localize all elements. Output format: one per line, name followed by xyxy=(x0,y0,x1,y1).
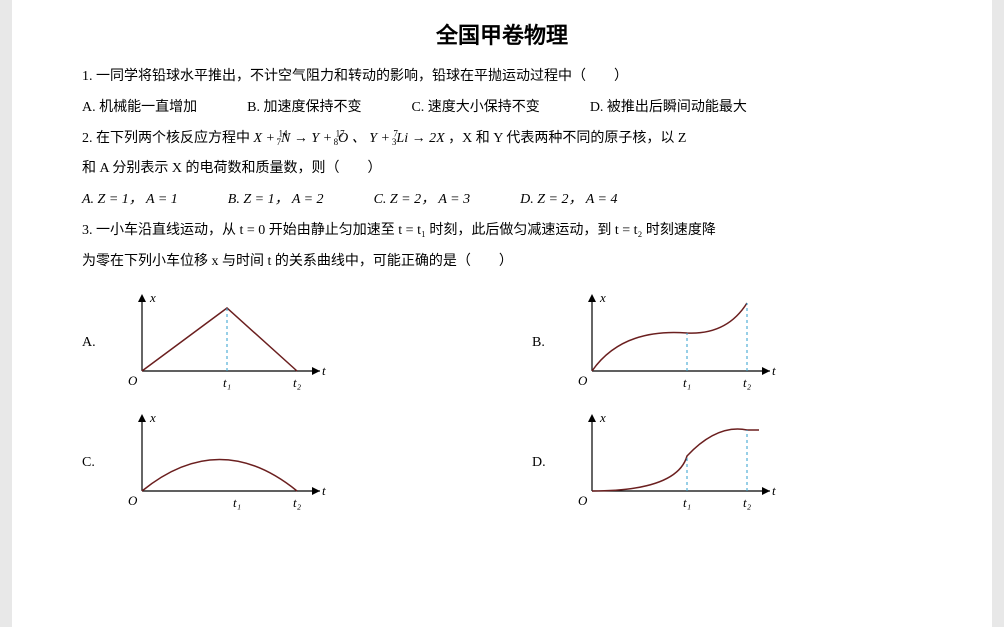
q3-graph-b: B. x t O t₁ t₂ xyxy=(532,288,922,398)
q3-graph-c: C. x t O t₁ t₂ xyxy=(82,408,472,518)
svg-text:x: x xyxy=(599,410,606,425)
svg-text:O: O xyxy=(578,373,588,388)
svg-text:t: t xyxy=(772,483,776,498)
svg-text:t: t xyxy=(772,363,776,378)
svg-text:t₁: t₁ xyxy=(683,495,691,510)
q1-opt-b: B. 加速度保持不变 xyxy=(247,93,361,124)
svg-text:t₂: t₂ xyxy=(743,495,752,510)
q3-stem-line2: 为零在下列小车位移 x 与时间 t 的关系曲线中，可能正确的是（ ） xyxy=(82,247,922,278)
q2-prefix: 2. 在下列两个核反应方程中 xyxy=(82,131,254,146)
q2-equation: X + 147N → Y + 178O 、 Y + 73Li → 2X xyxy=(254,131,445,146)
svg-text:O: O xyxy=(128,373,138,388)
svg-text:x: x xyxy=(149,410,156,425)
q1-opt-d: D. 被推出后瞬间动能最大 xyxy=(590,93,747,124)
q3-label-a: A. xyxy=(82,335,102,351)
q2-stem-line1: 2. 在下列两个核反应方程中 X + 147N → Y + 178O 、 Y +… xyxy=(82,124,922,155)
q2-opt-d: D. Z = 2， A = 4 xyxy=(520,185,617,216)
q3-graph-a: A. x t O t₁ t₂ xyxy=(82,288,472,398)
q3-graph-grid: A. x t O t₁ t₂ B. x t O t₁ t₂ C. x t O t₁ t… xyxy=(82,288,922,518)
q2-mid: ，X 和 Y 代表两种不同的原子核，以 Z xyxy=(448,131,686,146)
svg-text:t: t xyxy=(322,363,326,378)
q2-opt-c: C. Z = 2， A = 3 xyxy=(374,185,471,216)
q1-stem: 1. 一同学将铅球水平推出，不计空气阻力和转动的影响，铅球在平抛运动过程中（ ） xyxy=(82,62,922,93)
q1-opt-a: A. 机械能一直增加 xyxy=(82,93,197,124)
svg-text:t₁: t₁ xyxy=(233,495,241,510)
q2-options: A. Z = 1， A = 1 B. Z = 1， A = 2 C. Z = 2… xyxy=(82,185,922,216)
q2-opt-a: A. Z = 1， A = 1 xyxy=(82,185,178,216)
q3-graph-d: D. x t O t₁ t₂ xyxy=(532,408,922,518)
q3-label-c: C. xyxy=(82,455,102,471)
q3-stem-line1: 3. 一小车沿直线运动，从 t = 0 开始由静止匀加速至 t = t₁ 时刻，… xyxy=(82,216,922,247)
svg-text:O: O xyxy=(128,493,138,508)
q3-label-b: B. xyxy=(532,335,552,351)
svg-text:t₂: t₂ xyxy=(293,375,302,390)
q2-opt-b: B. Z = 1， A = 2 xyxy=(228,185,324,216)
svg-text:t₂: t₂ xyxy=(293,495,302,510)
q3-label-d: D. xyxy=(532,455,552,471)
page-title: 全国甲卷物理 xyxy=(82,18,922,50)
svg-text:t₁: t₁ xyxy=(683,375,691,390)
svg-text:O: O xyxy=(578,493,588,508)
exam-page: 全国甲卷物理 1. 一同学将铅球水平推出，不计空气阻力和转动的影响，铅球在平抛运… xyxy=(0,0,1004,627)
svg-text:x: x xyxy=(599,290,606,305)
svg-text:x: x xyxy=(149,290,156,305)
q1-opt-c: C. 速度大小保持不变 xyxy=(411,93,539,124)
q2-stem-line2: 和 A 分别表示 X 的电荷数和质量数，则（ ） xyxy=(82,154,922,185)
svg-text:t: t xyxy=(322,483,326,498)
svg-text:t₁: t₁ xyxy=(223,375,231,390)
svg-text:t₂: t₂ xyxy=(743,375,752,390)
q1-options: A. 机械能一直增加 B. 加速度保持不变 C. 速度大小保持不变 D. 被推出… xyxy=(82,93,922,124)
